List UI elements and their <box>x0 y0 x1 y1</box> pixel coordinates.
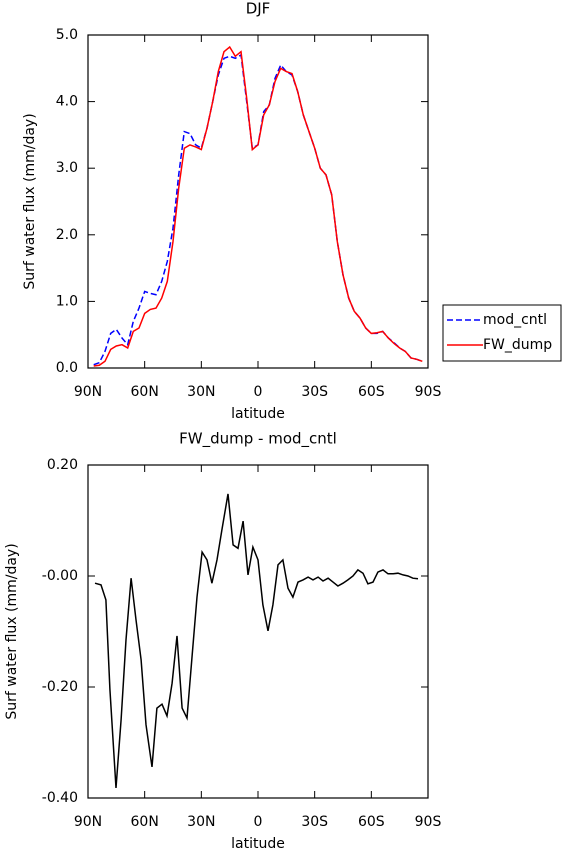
data-line <box>93 45 423 367</box>
legend-label: FW_dump <box>483 337 552 353</box>
y-tick-label: -0.20 <box>42 679 78 695</box>
y-tick-label: -0.40 <box>42 790 78 806</box>
x-tick-label: 30S <box>301 384 328 400</box>
x-tick-label: 60N <box>131 814 159 830</box>
x-tick-label: 30S <box>301 814 328 830</box>
y-axis-label: Surf water flux (mm/day) <box>4 543 20 719</box>
x-tick-label: 90N <box>74 814 102 830</box>
y-tick-label: 0.0 <box>56 360 78 376</box>
y-tick-label: 0.20 <box>47 457 78 473</box>
x-tick-label: 0 <box>254 384 263 400</box>
x-axis-label: latitude <box>231 836 285 851</box>
y-tick-label: -0.00 <box>42 568 78 584</box>
y-tick-label: 4.0 <box>56 94 78 110</box>
chart-title: DJF <box>246 0 271 18</box>
x-tick-label: 60N <box>131 384 159 400</box>
y-tick-label: 5.0 <box>56 27 78 43</box>
x-tick-label: 90S <box>415 384 442 400</box>
y-tick-label: 1.0 <box>56 293 78 309</box>
legend-label: mod_cntl <box>483 312 547 328</box>
y-tick-label: 3.0 <box>56 160 78 176</box>
x-tick-label: 0 <box>254 814 263 830</box>
x-tick-label: 30N <box>187 384 215 400</box>
plot-frame <box>87 464 429 799</box>
x-tick-label: 60S <box>358 384 385 400</box>
y-axis-label: Surf water flux (mm/day) <box>22 113 38 289</box>
chart-title: FW_dump - mod_cntl <box>179 430 337 449</box>
plot-frame <box>87 34 429 369</box>
legend-box <box>442 304 562 362</box>
x-tick-label: 90N <box>74 384 102 400</box>
data-line <box>94 493 419 789</box>
x-tick-label: 90S <box>415 814 442 830</box>
y-tick-label: 2.0 <box>56 227 78 243</box>
x-tick-label: 60S <box>358 814 385 830</box>
x-tick-label: 30N <box>187 814 215 830</box>
x-axis-label: latitude <box>231 406 285 422</box>
